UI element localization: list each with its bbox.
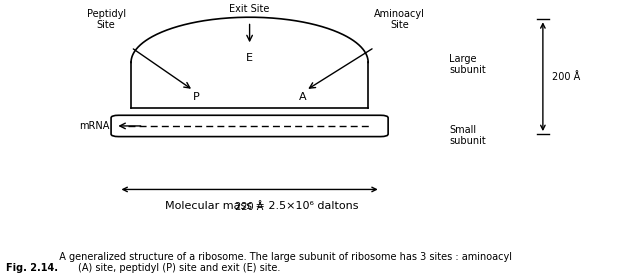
- Text: Large
subunit: Large subunit: [449, 54, 486, 75]
- Text: Peptidyl
Site: Peptidyl Site: [87, 9, 125, 30]
- Text: E: E: [246, 53, 253, 63]
- Text: Small
subunit: Small subunit: [449, 125, 486, 147]
- Text: Fig. 2.14.: Fig. 2.14.: [6, 263, 58, 273]
- Text: P: P: [193, 92, 200, 102]
- Text: Exit Site: Exit Site: [230, 4, 270, 14]
- Text: A generalized structure of a ribosome. The large subunit of ribosome has 3 sites: A generalized structure of a ribosome. T…: [53, 252, 512, 273]
- Text: 200 Å: 200 Å: [552, 72, 580, 82]
- Text: Molecular mass = 2.5×10⁶ daltons: Molecular mass = 2.5×10⁶ daltons: [165, 201, 359, 211]
- Text: mRNA: mRNA: [79, 121, 109, 131]
- Text: A: A: [299, 92, 306, 102]
- FancyBboxPatch shape: [111, 115, 388, 137]
- Text: Aminoacyl
Site: Aminoacyl Site: [374, 9, 425, 30]
- Text: 220 Å: 220 Å: [235, 202, 264, 212]
